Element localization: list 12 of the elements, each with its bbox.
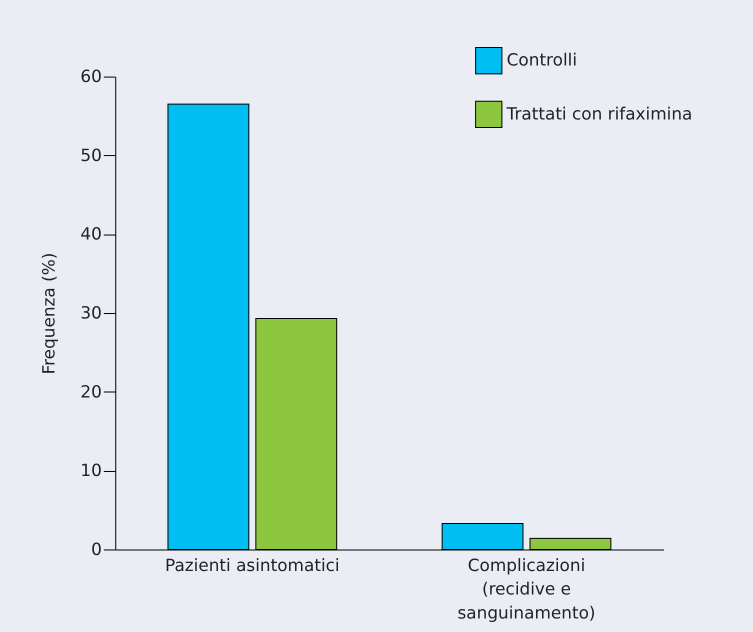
y-axis-title: Frequenza (%) [38, 252, 59, 374]
legend-label: Trattati con rifaximina [506, 103, 692, 124]
y-tick-label: 60 [80, 66, 102, 86]
y-tick-label: 30 [80, 302, 102, 322]
y-tick-label: 0 [91, 538, 102, 559]
x-tick-label: Pazienti asintomatici [165, 554, 340, 575]
y-tick-label: 40 [80, 224, 102, 244]
y-tick-label: 50 [80, 144, 102, 165]
y-tick-label: 20 [80, 381, 102, 402]
y-tick-label: 10 [80, 460, 102, 480]
x-tick-label: Complicazioni (recidive e sanguinamento) [458, 554, 596, 622]
legend-label: Controlli [506, 50, 578, 70]
